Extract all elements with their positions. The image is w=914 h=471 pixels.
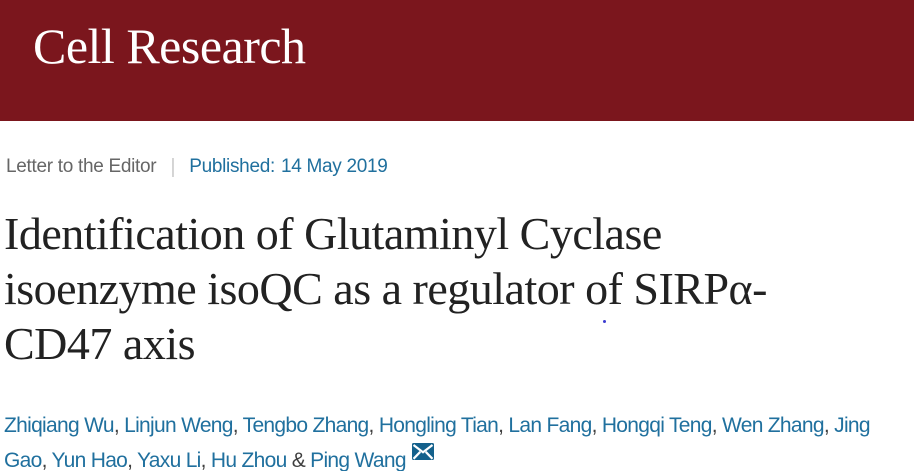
title-line-2: isoenzyme isoQC as a regulator of SIRPα- (4, 263, 767, 314)
author-link[interactable]: Jing Gao (4, 414, 871, 471)
published-info: Published: 14 May 2019 (189, 154, 388, 180)
journal-title-link[interactable]: Cell Research (33, 18, 306, 74)
author-link[interactable]: Zhiqiang Wu (4, 414, 115, 437)
author-link[interactable]: Yun Hao (51, 449, 128, 471)
author-link[interactable]: Hongling Tian (378, 414, 499, 437)
author-separator: , (127, 449, 138, 471)
author-link[interactable]: Wen Zhang (721, 414, 825, 437)
author-link[interactable]: Linjun Weng (124, 414, 233, 437)
published-date: 14 May 2019 (280, 156, 388, 177)
journal-banner: Cell Research (0, 0, 914, 121)
authors-paragraph: Zhiqiang Wu, Linjun Weng, Tengbo Zhang, … (4, 408, 914, 471)
article-type-label: Letter to the Editor (6, 156, 157, 177)
author-separator: , (711, 414, 722, 437)
author-separator: , (368, 414, 379, 437)
cursor-dot-artifact (603, 320, 606, 323)
author-separator: , (41, 449, 52, 471)
author-link[interactable]: Tengbo Zhang (242, 414, 370, 437)
author-link[interactable]: Ping Wang (310, 449, 406, 471)
author-link[interactable]: Yaxu Li (137, 449, 201, 471)
author-list: Zhiqiang Wu, Linjun Weng, Tengbo Zhang, … (4, 414, 871, 471)
author-link[interactable]: Hu Zhou (210, 449, 287, 471)
article-meta-row: Letter to the Editor | Published: 14 May … (6, 154, 908, 180)
envelope-icon[interactable] (411, 443, 434, 460)
author-link[interactable]: Lan Fang (508, 414, 592, 437)
author-separator: & (286, 449, 311, 471)
author-separator: , (591, 414, 602, 437)
author-separator: , (232, 414, 243, 437)
published-label: Published: (189, 156, 275, 177)
title-line-1: Identification of Glutaminyl Cyclase (4, 208, 662, 259)
author-link[interactable]: Hongqi Teng (601, 414, 713, 437)
author-separator: , (200, 449, 211, 471)
meta-divider: | (170, 156, 176, 178)
title-line-3: CD47 axis (4, 318, 196, 369)
author-separator: , (823, 414, 835, 437)
article-title: Identification of Glutaminyl Cyclase iso… (4, 206, 914, 371)
author-separator: , (498, 414, 509, 437)
author-separator: , (113, 414, 125, 437)
